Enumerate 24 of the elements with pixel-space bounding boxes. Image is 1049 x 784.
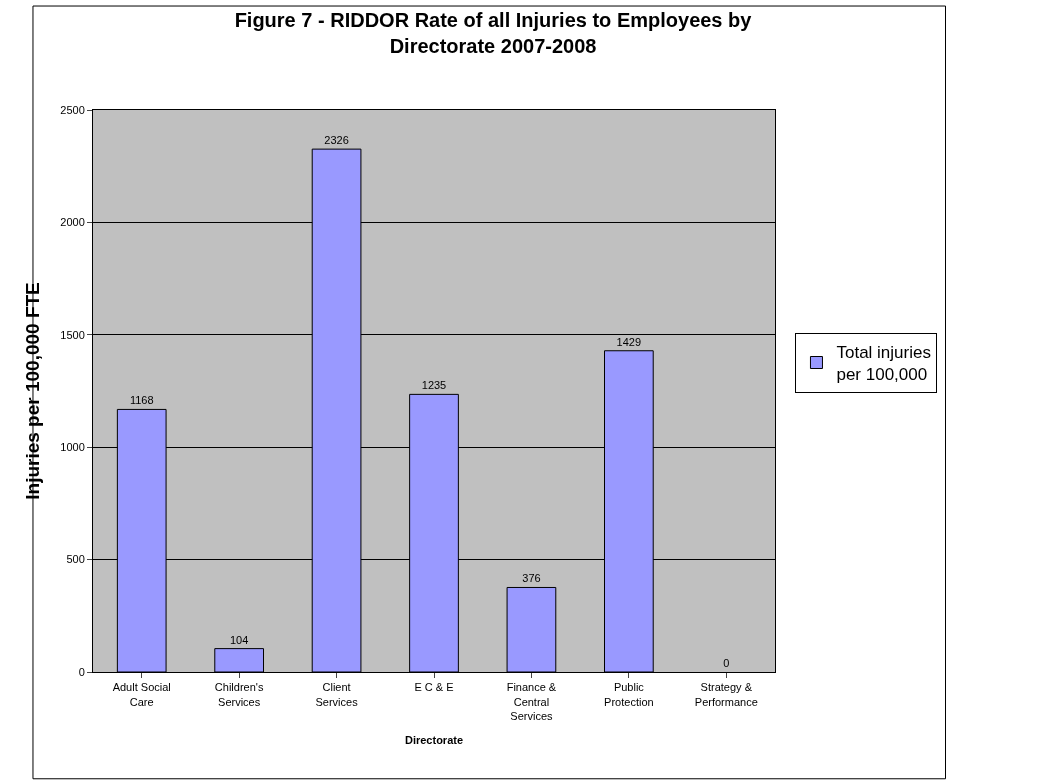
y-tick-label: 0	[78, 665, 85, 678]
y-tick-label: 1500	[60, 328, 85, 341]
y-tick-label: 2000	[60, 216, 85, 229]
x-tick-label: Client Services	[315, 681, 359, 708]
x-tick-label: Strategy & Performance	[694, 681, 758, 708]
x-axis-title: Directorate	[404, 734, 464, 746]
y-tick-label: 500	[66, 553, 85, 566]
data-label: 1168	[129, 394, 154, 407]
y-tick-label: 1000	[60, 441, 85, 454]
x-tick-label: E C & E	[414, 681, 454, 694]
y-tick-label: 2500	[60, 103, 85, 116]
y-axis-title: Injuries per 100,000 FTE	[22, 282, 44, 500]
x-tick-label: Finance & Central Services	[506, 681, 557, 722]
data-label: 0	[723, 657, 730, 669]
x-tick-label: Adult Social Care	[112, 681, 171, 708]
x-tick-label: Public Protection	[604, 681, 654, 708]
x-tick-label: Children's Services	[214, 681, 264, 708]
data-label: 1429	[616, 335, 642, 348]
chart-title: Figure 7 - RIDDOR Rate of all Injuries to Employees by Directorate 2007-2008	[234, 9, 753, 58]
data-label: 376	[522, 572, 541, 585]
data-label: 1235	[421, 379, 447, 392]
data-label: 2326	[324, 134, 349, 147]
legend-label: Total injuries per 100,000	[836, 343, 931, 385]
data-label: 104	[229, 633, 249, 646]
